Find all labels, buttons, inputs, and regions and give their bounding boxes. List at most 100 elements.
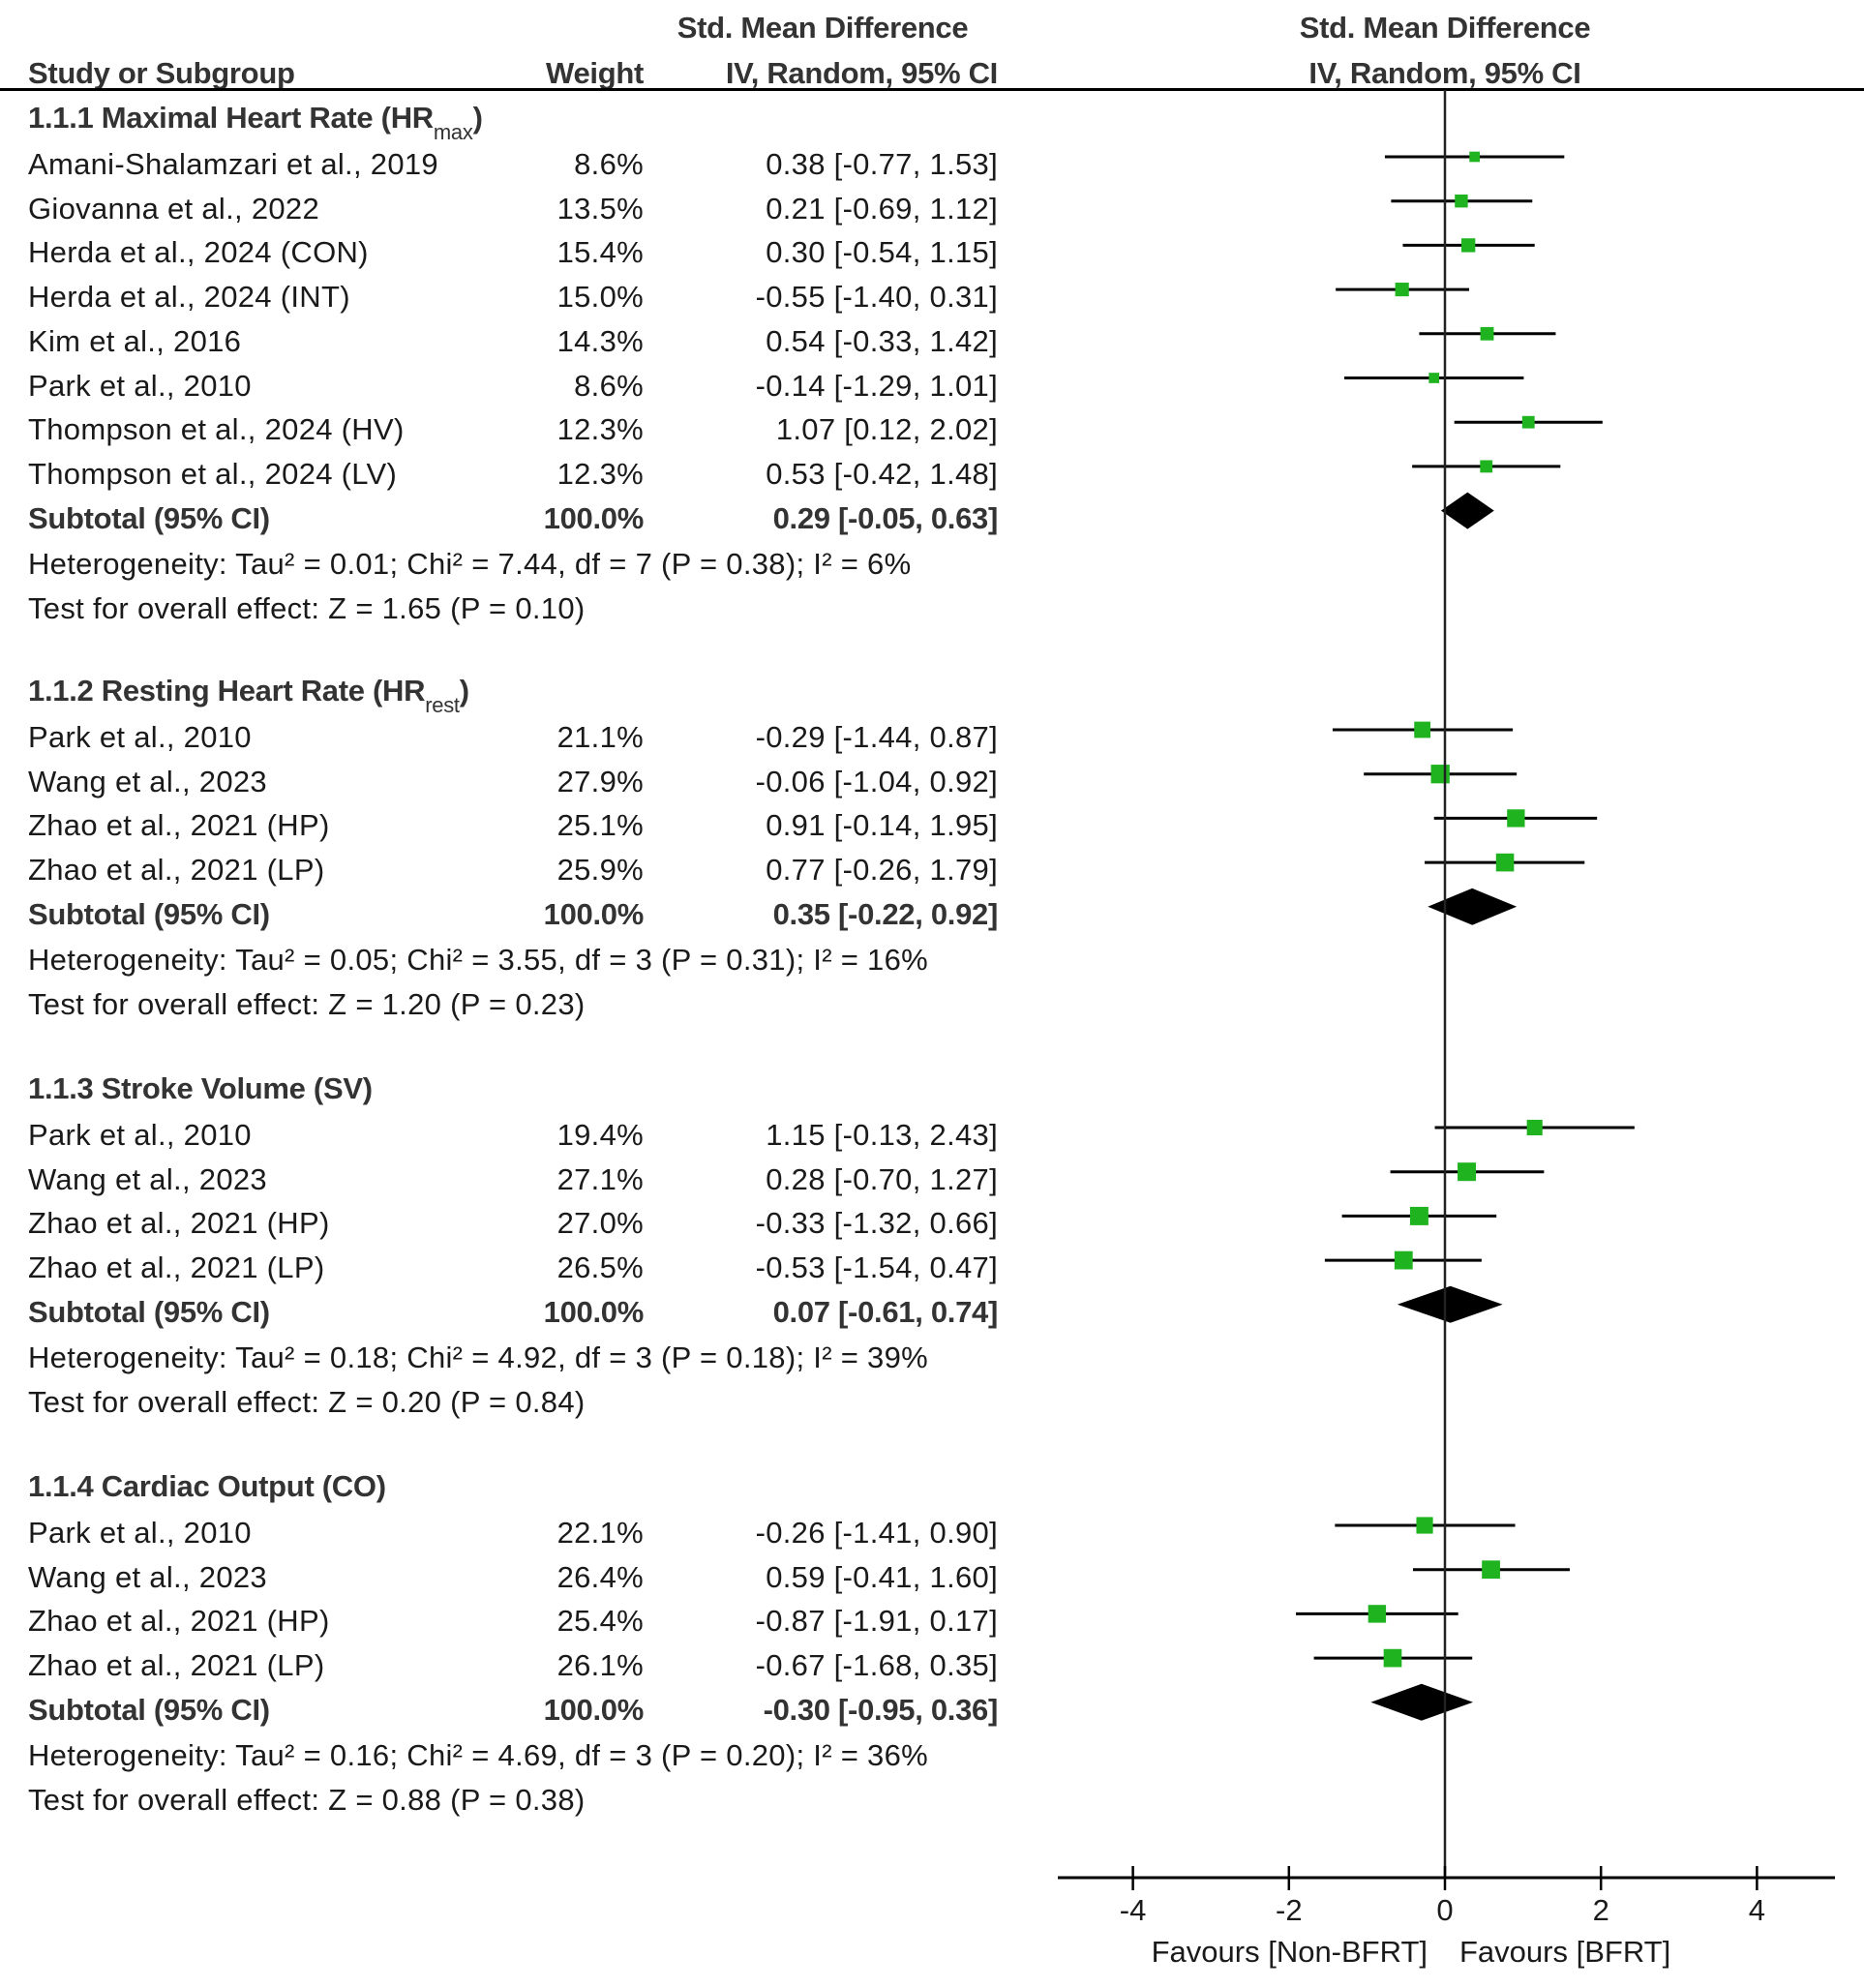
effect-marker bbox=[1461, 238, 1476, 253]
study-name: Zhao et al., 2021 (LP) bbox=[28, 853, 325, 888]
effect-marker bbox=[1414, 721, 1431, 738]
study-weight: 8.6% bbox=[574, 368, 644, 403]
effect-marker bbox=[1409, 1206, 1428, 1225]
favours-right-label: Favours [BFRT] bbox=[1459, 1935, 1670, 1969]
study-weight: 26.1% bbox=[556, 1648, 644, 1683]
study-effect-ci: -0.53 [-1.54, 0.47] bbox=[755, 1250, 998, 1285]
subtotal-effect-ci: -0.30 [-0.95, 0.36] bbox=[763, 1692, 999, 1727]
study-name: Zhao et al., 2021 (HP) bbox=[28, 808, 330, 843]
weight-column-header: Weight bbox=[546, 56, 644, 90]
effect-marker bbox=[1394, 1250, 1413, 1270]
study-name: Herda et al., 2024 (INT) bbox=[28, 280, 350, 315]
plot-column-method: IV, Random, 95% CI bbox=[1308, 56, 1581, 90]
effect-marker bbox=[1368, 1605, 1387, 1623]
favours-left-label: Favours [Non-BFRT] bbox=[1152, 1935, 1428, 1969]
study-name: Wang et al., 2023 bbox=[28, 764, 267, 798]
subtotal-diamond bbox=[1428, 888, 1518, 925]
heterogeneity-text: Heterogeneity: Tau² = 0.16; Chi² = 4.69,… bbox=[28, 1737, 928, 1772]
study-effect-ci: 0.28 [-0.70, 1.27] bbox=[766, 1161, 998, 1196]
effect-marker bbox=[1455, 194, 1468, 208]
study-effect-ci: -0.14 [-1.29, 1.01] bbox=[755, 368, 998, 403]
subtotal-label: Subtotal (95% CI) bbox=[28, 1692, 270, 1727]
x-tick-label: -2 bbox=[1276, 1893, 1303, 1927]
study-effect-ci: -0.26 [-1.41, 0.90] bbox=[755, 1516, 998, 1550]
study-weight: 15.0% bbox=[556, 280, 644, 315]
study-name: Park et al., 2010 bbox=[28, 1516, 252, 1550]
heterogeneity-text: Heterogeneity: Tau² = 0.18; Chi² = 4.92,… bbox=[28, 1340, 928, 1374]
subgroup-title: 1.1.1 Maximal Heart Rate (HRmax) bbox=[28, 99, 483, 143]
subtotal-label: Subtotal (95% CI) bbox=[28, 896, 270, 931]
study-name: Kim et al., 2016 bbox=[28, 323, 242, 358]
study-weight: 27.9% bbox=[556, 764, 644, 798]
subtotal-diamond bbox=[1370, 1683, 1474, 1721]
subtotal-weight: 100.0% bbox=[543, 1294, 645, 1329]
study-effect-ci: 0.59 [-0.41, 1.60] bbox=[766, 1559, 998, 1594]
x-tick-label: 4 bbox=[1749, 1893, 1765, 1927]
study-name: Wang et al., 2023 bbox=[28, 1161, 267, 1196]
subgroup-title-text: 1.1.4 Cardiac Output (CO) bbox=[28, 1469, 386, 1504]
study-weight: 19.4% bbox=[556, 1118, 644, 1152]
subtotal-effect-ci: 0.07 [-0.61, 0.74] bbox=[772, 1294, 999, 1329]
effect-marker bbox=[1428, 373, 1440, 383]
subgroup-title-end: ) bbox=[472, 101, 483, 136]
study-weight: 14.3% bbox=[556, 323, 644, 358]
subtotal-effect-ci: 0.35 [-0.22, 0.92] bbox=[772, 896, 999, 931]
study-weight: 25.4% bbox=[556, 1604, 644, 1639]
subgroup-title-subscript: max bbox=[433, 120, 473, 145]
study-effect-ci: 0.77 [-0.26, 1.79] bbox=[766, 853, 998, 888]
study-name: Park et al., 2010 bbox=[28, 368, 252, 403]
overall-effect-text: Test for overall effect: Z = 0.20 (P = 0… bbox=[28, 1384, 586, 1419]
subgroup-title-text: 1.1.2 Resting Heart Rate (HR bbox=[28, 674, 426, 708]
study-weight: 22.1% bbox=[556, 1516, 644, 1550]
effect-marker bbox=[1416, 1517, 1433, 1534]
study-effect-ci: -0.55 [-1.40, 0.31] bbox=[755, 280, 998, 315]
effect-column-title: Std. Mean Difference bbox=[676, 11, 969, 45]
study-effect-ci: 0.54 [-0.33, 1.42] bbox=[766, 323, 998, 358]
study-name: Giovanna et al., 2022 bbox=[28, 191, 320, 226]
subtotal-diamond bbox=[1440, 492, 1494, 529]
study-weight: 13.5% bbox=[556, 191, 644, 226]
effect-column-method: IV, Random, 95% CI bbox=[725, 56, 998, 90]
study-weight: 26.4% bbox=[556, 1559, 644, 1594]
heterogeneity-text: Heterogeneity: Tau² = 0.01; Chi² = 7.44,… bbox=[28, 546, 912, 581]
study-name: Wang et al., 2023 bbox=[28, 1559, 267, 1594]
subtotal-label: Subtotal (95% CI) bbox=[28, 1294, 270, 1329]
study-name: Park et al., 2010 bbox=[28, 1118, 252, 1152]
study-name: Zhao et al., 2021 (LP) bbox=[28, 1648, 325, 1683]
subgroup-title-subscript: rest bbox=[425, 693, 460, 718]
study-weight: 27.0% bbox=[556, 1206, 644, 1241]
effect-marker bbox=[1521, 415, 1535, 429]
subtotal-weight: 100.0% bbox=[543, 1692, 645, 1727]
study-weight: 25.1% bbox=[556, 808, 644, 843]
study-effect-ci: -0.87 [-1.91, 0.17] bbox=[755, 1604, 998, 1639]
x-tick-label: 0 bbox=[1436, 1893, 1453, 1927]
study-name: Zhao et al., 2021 (HP) bbox=[28, 1604, 330, 1639]
study-name: Thompson et al., 2024 (LV) bbox=[28, 456, 398, 491]
study-name: Thompson et al., 2024 (HV) bbox=[28, 412, 405, 447]
effect-marker bbox=[1395, 283, 1409, 297]
effect-marker bbox=[1469, 151, 1480, 163]
study-effect-ci: 1.15 [-0.13, 2.43] bbox=[766, 1118, 998, 1152]
subtotal-weight: 100.0% bbox=[543, 500, 645, 535]
header-divider bbox=[0, 88, 1864, 91]
study-weight: 15.4% bbox=[556, 235, 644, 270]
study-name: Herda et al., 2024 (CON) bbox=[28, 235, 369, 270]
subgroup-title: 1.1.2 Resting Heart Rate (HRrest) bbox=[28, 672, 469, 716]
study-name: Zhao et al., 2021 (HP) bbox=[28, 1206, 330, 1241]
subgroup-title-text: 1.1.3 Stroke Volume (SV) bbox=[28, 1071, 373, 1106]
effect-marker bbox=[1495, 853, 1515, 872]
x-tick-label: 2 bbox=[1593, 1893, 1609, 1927]
study-weight: 25.9% bbox=[556, 853, 644, 888]
effect-marker bbox=[1458, 1162, 1477, 1182]
study-weight: 12.3% bbox=[556, 456, 644, 491]
study-effect-ci: -0.33 [-1.32, 0.66] bbox=[755, 1206, 998, 1241]
plot-column-title: Std. Mean Difference bbox=[1299, 11, 1591, 45]
study-effect-ci: 1.07 [0.12, 2.02] bbox=[775, 412, 998, 447]
study-effect-ci: 0.30 [-0.54, 1.15] bbox=[766, 235, 998, 270]
study-weight: 27.1% bbox=[556, 1161, 644, 1196]
effect-marker bbox=[1383, 1648, 1402, 1668]
subgroup-title-text: 1.1.1 Maximal Heart Rate (HR bbox=[28, 101, 434, 136]
effect-marker bbox=[1480, 460, 1493, 473]
subtotal-weight: 100.0% bbox=[543, 896, 645, 931]
